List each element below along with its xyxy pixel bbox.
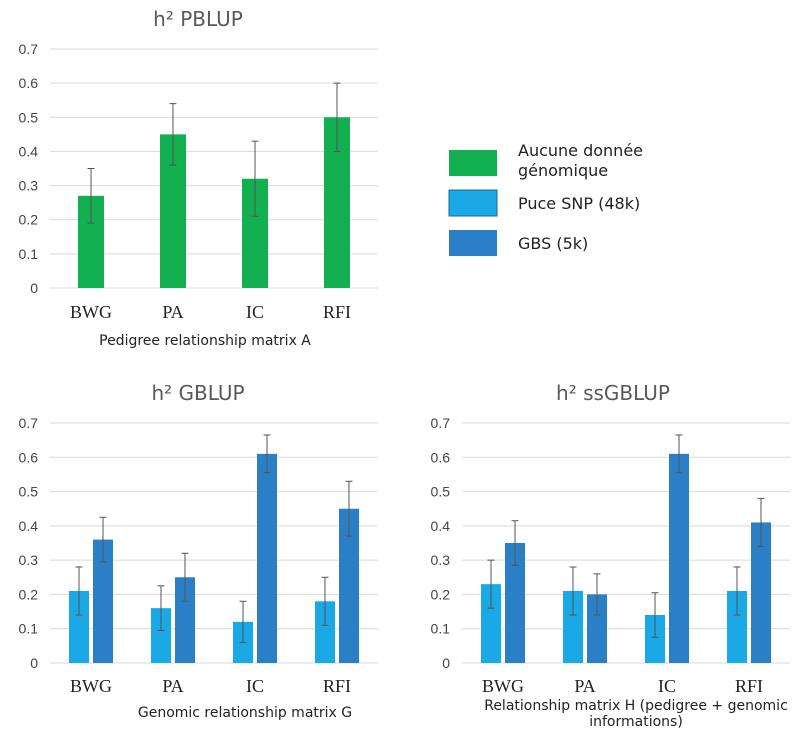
category-label: PA	[162, 676, 183, 696]
category-label: IC	[246, 302, 264, 322]
bar	[175, 577, 195, 663]
bar	[751, 522, 771, 663]
x-axis-label-line2: informations)	[589, 714, 683, 730]
bar	[93, 539, 113, 663]
bar	[563, 591, 583, 663]
bar	[339, 508, 359, 663]
y-tick-label: 0.3	[19, 552, 39, 568]
bar	[257, 453, 277, 663]
legend-swatch-dark-blue	[449, 230, 497, 256]
legend-label-light-blue: Puce SNP (48k)	[518, 194, 640, 213]
legend-label-green: Aucune donnée	[518, 141, 643, 160]
y-tick-label: 0	[442, 655, 450, 671]
bar	[645, 615, 665, 663]
category-label: RFI	[323, 676, 351, 696]
chart-title: h² ssGBLUP	[556, 381, 670, 405]
y-tick-label: 0.5	[19, 109, 39, 125]
category-label: IC	[246, 676, 264, 696]
y-tick-label: 0.3	[431, 552, 451, 568]
bar	[669, 453, 689, 663]
legend-label-green-line2: génomique	[518, 161, 608, 180]
bar	[505, 543, 525, 663]
y-tick-label: 0.6	[431, 449, 451, 465]
y-tick-label: 0.1	[19, 621, 39, 637]
y-tick-label: 0.2	[431, 586, 451, 602]
bar	[315, 601, 335, 663]
category-label: RFI	[735, 676, 763, 696]
y-tick-label: 0	[30, 655, 38, 671]
chart-2: h² GBLUP 0 0.1 0.2 0.3 0.4 0.5 0.6 0.7 BWG PA IC RFI…	[19, 381, 378, 721]
y-tick-label: 0	[30, 280, 38, 296]
y-tick-label: 0.6	[19, 75, 39, 91]
legend-label-dark-blue: GBS (5k)	[518, 234, 588, 253]
chart-1: h² PBLUP 0 0.1 0.2 0.3 0.4 0.5 0.6 0.7 BWG PA IC RFI…	[19, 7, 378, 349]
bar	[481, 584, 501, 663]
bar	[727, 591, 747, 663]
x-axis-label: Relationship matrix H (pedigree + genomi…	[484, 698, 788, 714]
y-tick-label: 0.5	[19, 484, 39, 500]
category-label: RFI	[323, 302, 351, 322]
y-tick-label: 0.4	[19, 143, 39, 159]
chart-title: h² GBLUP	[151, 381, 244, 405]
legend-swatch-light-blue	[448, 189, 498, 217]
y-tick-label: 0.7	[431, 415, 451, 431]
y-tick-label: 0.5	[431, 484, 451, 500]
legend: Aucune donnée génomique Puce SNP (48k) G…	[448, 141, 643, 256]
chart-title: h² PBLUP	[153, 7, 243, 31]
y-tick-label: 0.3	[19, 178, 39, 194]
y-tick-label: 0.1	[431, 621, 451, 637]
chart-3: h² ssGBLUP 0 0.1 0.2 0.3 0.4 0.5 0.6 0.7 BWG PA IC R…	[431, 381, 790, 730]
y-tick-label: 0.6	[19, 449, 39, 465]
y-tick-label: 0.4	[431, 518, 451, 534]
category-label: BWG	[482, 676, 524, 696]
x-axis-label: Genomic relationship matrix G	[138, 705, 352, 721]
y-tick-label: 0.1	[19, 246, 39, 262]
category-label: BWG	[70, 676, 112, 696]
x-axis-label: Pedigree relationship matrix A	[99, 333, 311, 349]
y-tick-label: 0.2	[19, 586, 39, 602]
category-label: PA	[574, 676, 595, 696]
y-tick-label: 0.2	[19, 212, 39, 228]
y-tick-label: 0.4	[19, 518, 39, 534]
category-label: IC	[658, 676, 676, 696]
y-tick-label: 0.7	[19, 415, 39, 431]
legend-swatch-green	[449, 150, 497, 176]
bar	[151, 608, 171, 663]
category-label: PA	[162, 302, 183, 322]
bar	[69, 591, 89, 663]
category-label: BWG	[70, 302, 112, 322]
y-tick-label: 0.7	[19, 41, 39, 57]
bar	[587, 594, 607, 663]
